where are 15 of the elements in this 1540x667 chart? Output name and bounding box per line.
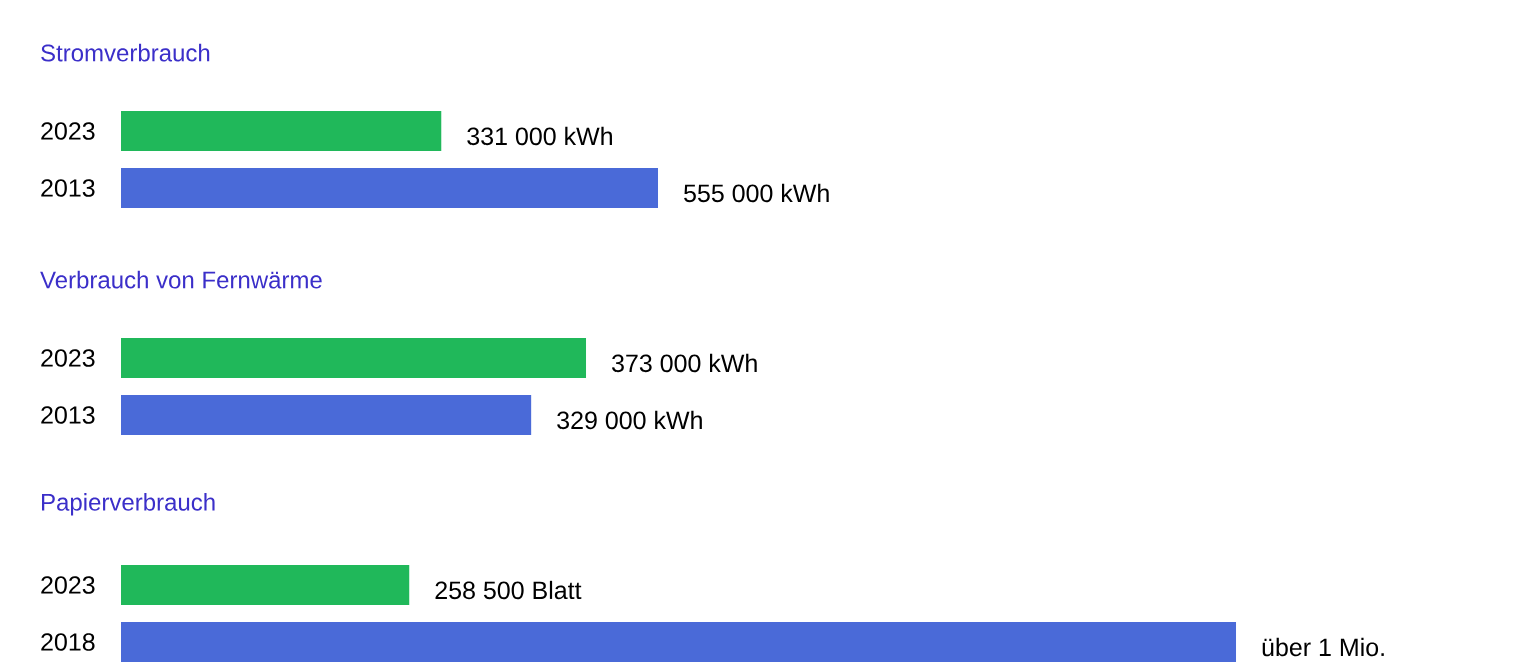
data-label: 373 000 kWh <box>611 353 757 373</box>
y-tick-label: 2023 <box>41 349 95 367</box>
data-label: 555 000 kWh <box>684 183 829 203</box>
y-tick-label: 2023 <box>41 576 95 594</box>
data-label: 258 500 Blatt <box>435 580 582 600</box>
data-label: 329 000 kWh <box>557 410 702 430</box>
y-tick-label: 2013 <box>41 406 95 424</box>
y-tick-label: 2018 <box>41 633 95 651</box>
data-label: über 1 Mio. <box>1262 637 1384 657</box>
y-tick-label: 2023 <box>41 122 95 140</box>
chart-title: Stromverbrauch <box>41 43 210 62</box>
chart-title: Papierverbrauch <box>42 493 215 516</box>
y-tick-label: 2013 <box>41 179 95 197</box>
chart-title: Verbrauch von Fernwärme <box>40 270 322 289</box>
data-label: 331 000 kWh <box>467 126 612 146</box>
